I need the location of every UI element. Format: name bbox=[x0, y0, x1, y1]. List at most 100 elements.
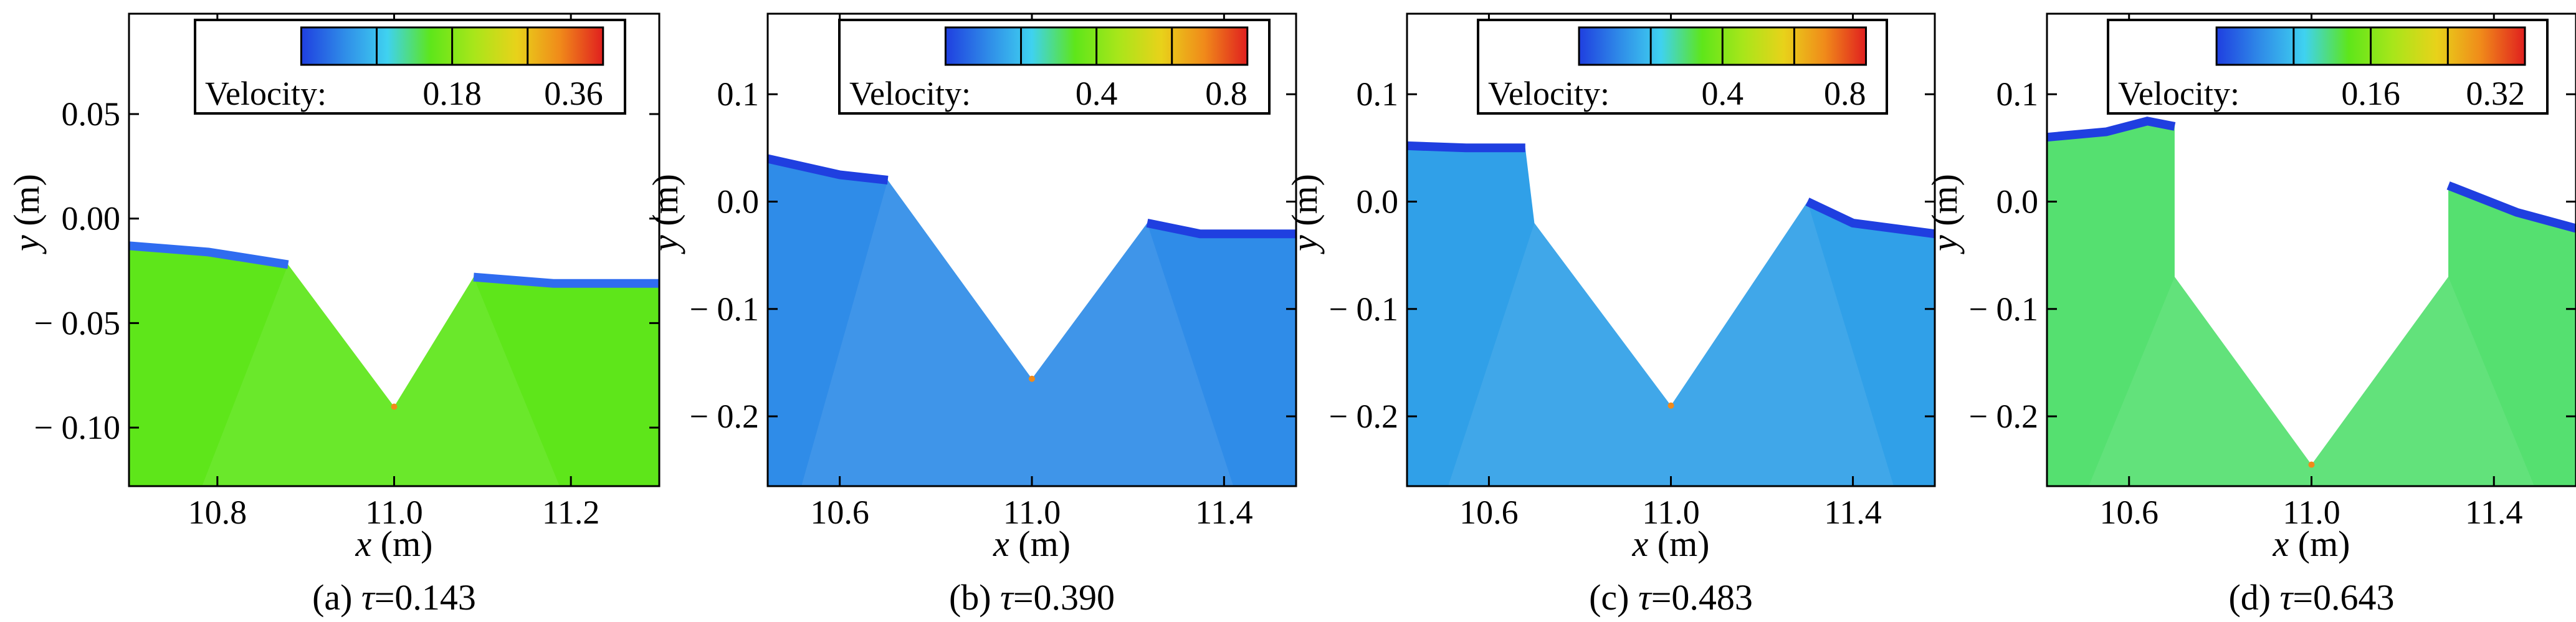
y-tick-label: − 0.2 bbox=[690, 398, 759, 435]
wake-shading bbox=[202, 264, 560, 486]
x-axis-variable: x bbox=[1632, 524, 1649, 564]
legend-title: Velocity: bbox=[2118, 75, 2240, 112]
y-axis-title: y (m) bbox=[6, 174, 47, 254]
x-axis-unit: (m) bbox=[371, 524, 432, 564]
chart-panel-b: 10.6 11.0 11.40.10.0− 0.1− 0.2x (m)y (m)(b… bbox=[645, 12, 1297, 618]
y-axis-title: y (m) bbox=[645, 174, 685, 254]
y-tick-label: 0.00 bbox=[62, 200, 121, 237]
x-tick-label: 10.8 bbox=[188, 494, 247, 531]
colorbar-tick-label: 0.4 bbox=[1076, 75, 1118, 112]
y-axis-variable: y bbox=[6, 235, 47, 254]
y-axis-variable: y bbox=[645, 235, 685, 254]
x-tick-label: 11.0 bbox=[1642, 494, 1700, 531]
wedge-tip bbox=[1667, 402, 1674, 409]
y-axis-variable: y bbox=[1924, 235, 1965, 254]
fluid-region bbox=[129, 246, 659, 486]
free-surface-right bbox=[1805, 198, 1935, 239]
x-tick-label: 10.6 bbox=[1459, 494, 1519, 531]
colorbar-tick-label: 0.32 bbox=[2466, 75, 2526, 112]
colorbar-legend: Velocity: 0.16 0.32 bbox=[2107, 19, 2549, 115]
free-surface-left bbox=[2047, 117, 2176, 142]
free-surface-right bbox=[473, 272, 659, 288]
x-tick-label: 11.0 bbox=[2283, 494, 2340, 531]
wedge-tip bbox=[1029, 375, 1035, 382]
caption-label: (d) bbox=[2228, 577, 2279, 618]
colorbar-legend: Velocity: 0.4 0.8 bbox=[1477, 19, 1888, 115]
caption-tau: τ bbox=[361, 577, 376, 618]
free-surface-right bbox=[1146, 219, 1296, 239]
caption-label: (a) bbox=[312, 577, 361, 618]
colorbar-tick-label: 0.18 bbox=[422, 75, 482, 112]
x-tick-label: 11.4 bbox=[1195, 494, 1253, 531]
y-axis-unit: (m) bbox=[645, 174, 685, 235]
colorbar-tick-label: 0.4 bbox=[1702, 75, 1744, 112]
x-tick-label: 11.0 bbox=[1003, 494, 1061, 531]
wake-shading bbox=[1448, 201, 1894, 486]
colorbar-legend: Velocity: 0.4 0.8 bbox=[838, 19, 1271, 115]
x-axis-variable: x bbox=[355, 524, 372, 564]
y-tick-label: 0.1 bbox=[1357, 75, 1399, 113]
y-axis-unit: (m) bbox=[6, 174, 47, 235]
y-axis-unit: (m) bbox=[1924, 174, 1965, 235]
colorbar-tick-label: 0.36 bbox=[544, 75, 603, 112]
y-tick-label: − 0.2 bbox=[1329, 398, 1398, 435]
wake-shading bbox=[801, 180, 1234, 486]
wedge-tip bbox=[2308, 461, 2315, 468]
x-axis-title: x (m) bbox=[1632, 524, 1710, 564]
x-axis-unit: (m) bbox=[2289, 524, 2350, 564]
y-tick-label: − 0.1 bbox=[1329, 290, 1398, 328]
free-surface-left bbox=[768, 154, 889, 184]
y-tick-label: − 0.05 bbox=[34, 304, 120, 342]
chart-panel-d: 10.6 11.0 11.40.10.0− 0.1− 0.2x (m)y (m)(d… bbox=[1924, 12, 2576, 618]
panel-caption: (c) τ=0.483 bbox=[1589, 577, 1753, 618]
y-tick-label: 0.05 bbox=[62, 95, 121, 133]
caption-value: =0.390 bbox=[1013, 577, 1115, 618]
x-axis-variable: x bbox=[993, 524, 1009, 564]
y-tick-label: − 0.10 bbox=[34, 409, 120, 446]
velocity-field bbox=[2047, 117, 2576, 486]
x-axis-variable: x bbox=[2273, 524, 2289, 564]
caption-value: =0.143 bbox=[374, 577, 476, 618]
velocity-field bbox=[129, 241, 659, 486]
legend-title: Velocity: bbox=[1488, 75, 1610, 112]
chart-panel-c: 10.6 11.0 11.40.10.0− 0.1− 0.2x (m)y (m)(c… bbox=[1284, 12, 1936, 618]
wake-shading bbox=[2088, 277, 2535, 486]
x-axis-unit: (m) bbox=[1009, 524, 1071, 564]
velocity-field bbox=[768, 154, 1296, 486]
y-axis-variable: y bbox=[1284, 235, 1325, 254]
x-tick-label: 11.0 bbox=[365, 494, 423, 531]
colorbar-tick-label: 0.8 bbox=[1205, 75, 1247, 112]
y-tick-label: 0.0 bbox=[717, 183, 760, 220]
y-tick-label: − 0.2 bbox=[1969, 398, 2038, 435]
x-axis-unit: (m) bbox=[1648, 524, 1709, 564]
x-axis-title: x (m) bbox=[355, 524, 433, 564]
x-tick-label: 10.6 bbox=[2099, 494, 2159, 531]
y-tick-label: 0.1 bbox=[1996, 75, 2039, 113]
x-tick-label: 11.4 bbox=[1824, 494, 1882, 531]
free-surface-right bbox=[2446, 181, 2576, 233]
y-tick-label: 0.1 bbox=[717, 75, 760, 113]
panel-caption: (a) τ=0.143 bbox=[312, 577, 476, 618]
y-tick-label: 0.0 bbox=[1357, 183, 1399, 220]
panel-caption: (b) τ=0.390 bbox=[949, 577, 1115, 618]
y-axis-title: y (m) bbox=[1284, 174, 1325, 254]
x-tick-label: 10.6 bbox=[810, 494, 869, 531]
fluid-region bbox=[2047, 121, 2576, 486]
y-tick-label: 0.0 bbox=[1996, 183, 2039, 220]
caption-tau: τ bbox=[1638, 577, 1653, 618]
velocity-field bbox=[1407, 141, 1935, 486]
x-axis-title: x (m) bbox=[993, 524, 1071, 564]
fluid-region bbox=[768, 158, 1296, 486]
wedge-tip bbox=[391, 403, 398, 410]
caption-tau: τ bbox=[1000, 577, 1014, 618]
y-axis-unit: (m) bbox=[1284, 174, 1325, 235]
colorbar-tick-label: 0.8 bbox=[1824, 75, 1866, 112]
fluid-region bbox=[1407, 145, 1935, 486]
y-tick-label: − 0.1 bbox=[1969, 290, 2038, 328]
x-tick-label: 11.2 bbox=[542, 494, 600, 531]
legend-title: Velocity: bbox=[849, 75, 971, 112]
caption-value: =0.483 bbox=[1651, 577, 1753, 618]
colorbar-legend: Velocity: 0.18 0.36 bbox=[194, 19, 626, 115]
x-tick-label: 11.4 bbox=[2465, 494, 2523, 531]
chart-panel-a: 10.8 11.0 11.20.050.00− 0.05− 0.10x (m)y (… bbox=[6, 12, 661, 618]
